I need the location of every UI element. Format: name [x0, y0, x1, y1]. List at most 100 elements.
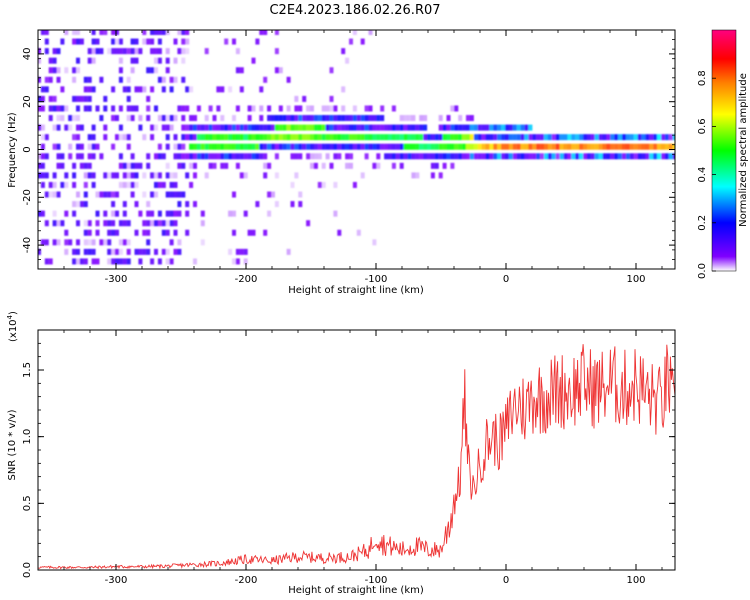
- heatmap-cell: [614, 153, 619, 160]
- heatmap-cell: [228, 153, 233, 160]
- heatmap-cell: [64, 229, 69, 236]
- heatmap-cell: [173, 38, 178, 45]
- heatmap-cell: [333, 153, 338, 160]
- heatmap-cell: [64, 210, 69, 217]
- heatmap-cell: [388, 153, 392, 160]
- heatmap-cell: [232, 143, 236, 150]
- heatmap-cell: [345, 124, 350, 131]
- heatmap-cell: [267, 124, 272, 131]
- heatmap-cell: [380, 124, 385, 131]
- heatmap-cell: [177, 201, 182, 208]
- heatmap-cell: [193, 134, 197, 141]
- heatmap-cell: [40, 162, 45, 169]
- heatmap-cell: [157, 48, 162, 55]
- heatmap-cell: [360, 172, 365, 179]
- heatmap-cell: [118, 38, 123, 45]
- heatmap-cell: [333, 115, 338, 122]
- heatmap-cell: [329, 162, 334, 169]
- heatmap-cell: [481, 124, 486, 131]
- heatmap-cell: [83, 191, 88, 198]
- heatmap-cell: [38, 48, 41, 55]
- heatmap-cell: [337, 115, 342, 122]
- heatmap-cell: [228, 134, 233, 141]
- x-tick-label: -200: [235, 274, 258, 285]
- heatmap-cell: [235, 162, 240, 169]
- heatmap-cell: [235, 248, 240, 255]
- heatmap-cell: [423, 153, 428, 160]
- heatmap-cell: [547, 143, 552, 150]
- heatmap-cell: [263, 162, 268, 169]
- heatmap-cell: [52, 57, 57, 64]
- heatmap-cell: [637, 143, 642, 150]
- heatmap-cell: [446, 153, 451, 160]
- heatmap-cell: [477, 143, 482, 150]
- heatmap-cell: [653, 134, 658, 141]
- heatmap-cell: [657, 153, 662, 160]
- heatmap-cell: [368, 30, 373, 35]
- x-tick-label: -100: [365, 274, 388, 285]
- heatmap-cell: [134, 105, 139, 112]
- heatmap-cell: [239, 143, 244, 150]
- heatmap-cell: [536, 134, 541, 141]
- heatmap-cell: [146, 95, 151, 102]
- heatmap-cell: [95, 48, 100, 55]
- heatmap-cell: [87, 48, 92, 55]
- heatmap-cell: [458, 153, 463, 160]
- colorbar-tick-label: 0.0: [697, 263, 708, 279]
- heatmap-cell: [142, 38, 147, 45]
- heatmap-cell: [263, 229, 268, 236]
- snr-multiplier: (x104): [6, 311, 19, 342]
- heatmap-cell: [629, 134, 634, 141]
- heatmap-cell: [38, 172, 41, 179]
- heatmap-cell: [169, 210, 174, 217]
- heatmap-cell: [91, 248, 96, 255]
- heatmap-cell: [442, 134, 447, 141]
- heatmap-cell: [321, 134, 326, 141]
- heatmap-cell: [356, 115, 361, 122]
- heatmap-cell: [87, 143, 92, 150]
- heatmap-cell: [44, 220, 49, 227]
- heatmap-cell: [87, 162, 92, 169]
- heatmap-cell: [388, 143, 392, 150]
- heatmap-cell: [126, 86, 131, 93]
- heatmap-cell: [341, 105, 346, 112]
- heatmap-cell: [278, 115, 283, 122]
- heatmap-cell: [72, 248, 77, 255]
- heatmap-cell: [115, 258, 119, 265]
- heatmap-cell: [130, 48, 135, 55]
- heatmap-cell: [56, 162, 61, 169]
- heatmap-cell: [594, 134, 599, 141]
- heatmap-cell: [157, 115, 162, 122]
- heatmap-cell: [255, 153, 260, 160]
- heatmap-cell: [56, 115, 61, 122]
- heatmap-cell: [352, 134, 357, 141]
- heatmap-cell: [200, 143, 205, 150]
- heatmap-cell: [216, 105, 221, 112]
- heatmap-cell: [516, 153, 521, 160]
- heatmap-cell: [48, 95, 53, 102]
- heatmap-cell: [278, 134, 283, 141]
- heatmap-cell: [177, 210, 182, 217]
- heatmap-cell: [111, 220, 116, 227]
- heatmap-cell: [567, 153, 572, 160]
- heatmap-cell: [298, 143, 303, 150]
- x-tick-label: -200: [235, 575, 258, 586]
- heatmap-cell: [317, 115, 322, 122]
- heatmap-cell: [544, 134, 548, 141]
- heatmap-cell: [267, 143, 272, 150]
- heatmap-cell: [64, 67, 69, 74]
- heatmap-cell: [52, 172, 57, 179]
- heatmap-cell: [653, 143, 658, 150]
- heatmap-cell: [169, 76, 174, 83]
- heatmap-cell: [493, 134, 498, 141]
- heatmap-cell: [458, 134, 463, 141]
- heatmap-cell: [95, 191, 100, 198]
- heatmap-cell: [150, 258, 155, 265]
- heatmap-cell: [232, 124, 236, 131]
- heatmap-cell: [462, 143, 467, 150]
- heatmap-cell: [349, 124, 353, 131]
- y-tick-label: -20: [22, 189, 33, 205]
- heatmap-cell: [38, 105, 41, 112]
- heatmap-cell: [489, 143, 494, 150]
- heatmap-cell: [282, 115, 287, 122]
